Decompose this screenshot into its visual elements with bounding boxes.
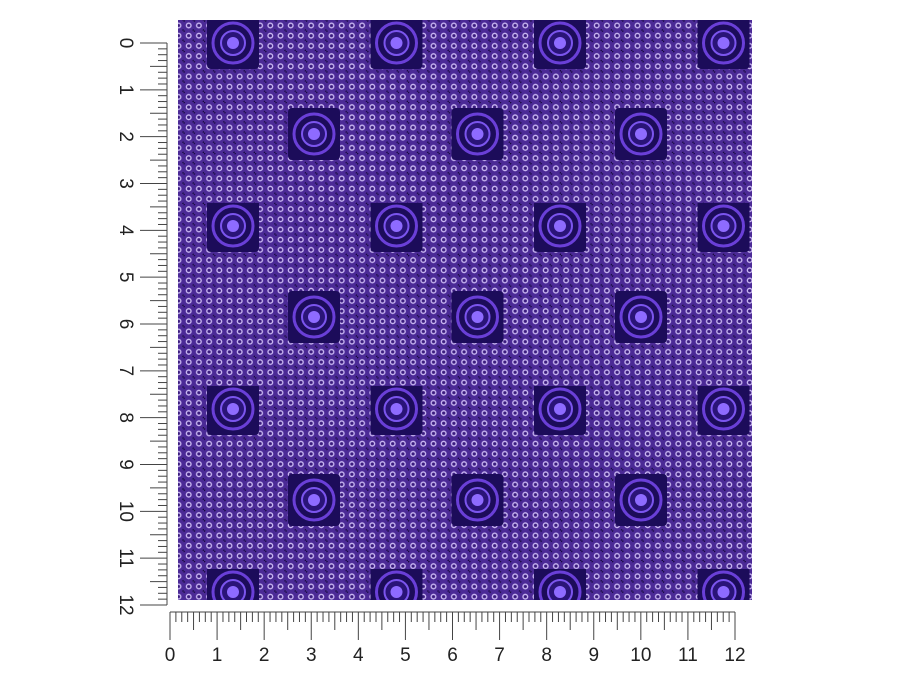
tick-label: 11 [678,645,698,666]
tick-label: 0 [165,645,176,666]
tick-label: 2 [259,645,270,666]
tick-label: 4 [115,225,136,236]
tick-label: 4 [353,645,364,666]
tick-label: 10 [630,645,651,666]
tick-label: 7 [494,645,505,666]
tick-label: 5 [115,272,136,283]
tick-label: 10 [115,501,136,522]
tick-label: 11 [115,548,136,568]
tick-label: 9 [588,645,599,666]
tick-label: 5 [400,645,411,666]
tick-label: 6 [115,319,136,330]
horizontal-ruler: 0 1 2 3 4 5 6 7 8 9 10 11 12 [165,611,746,666]
tick-label: 8 [115,412,136,423]
tick-label: 12 [115,594,136,615]
tick-label: 6 [447,645,458,666]
tick-label: 1 [212,645,223,666]
pattern-swatch [178,20,752,600]
tick-label: 12 [724,645,745,666]
tick-label: 8 [541,645,552,666]
tick-label: 3 [115,178,136,189]
tick-label: 9 [115,459,136,470]
tick-label: 0 [115,38,136,49]
tick-label: 3 [306,645,317,666]
tick-label: 2 [115,131,136,142]
tick-label: 1 [115,85,136,96]
tick-label: 7 [115,366,136,377]
